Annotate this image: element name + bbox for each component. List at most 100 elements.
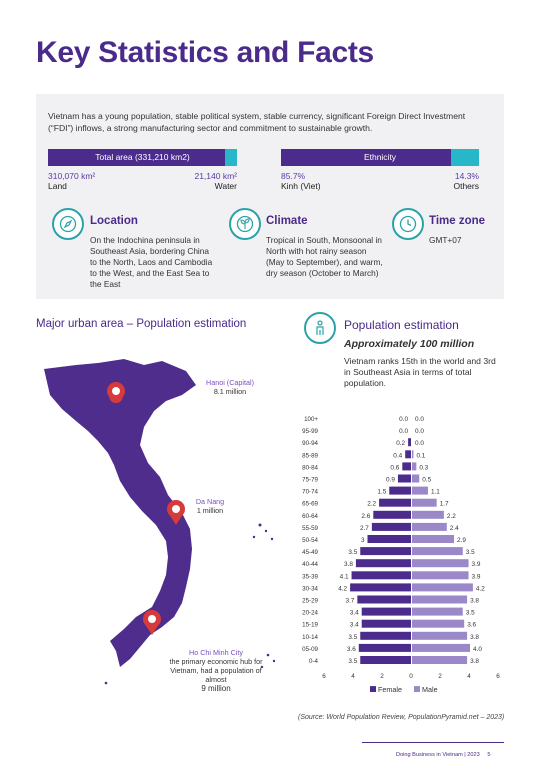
female-value-label: 0.4 bbox=[393, 452, 402, 459]
female-bar bbox=[355, 559, 411, 568]
male-value-label: 3.8 bbox=[470, 658, 479, 665]
male-bar bbox=[412, 522, 447, 531]
female-bar bbox=[360, 631, 411, 640]
age-label: 0-4 bbox=[309, 658, 319, 665]
male-bar bbox=[412, 619, 465, 628]
female-value-label: 3 bbox=[361, 537, 365, 544]
facts-panel: Vietnam has a young population, stable p… bbox=[36, 94, 504, 299]
female-bar bbox=[360, 656, 411, 664]
female-value-label: 4.1 bbox=[340, 573, 349, 580]
female-value-label: 3.7 bbox=[345, 598, 354, 605]
age-label: 70-74 bbox=[302, 489, 318, 496]
area-label: Total area (331,210 km2) bbox=[95, 152, 190, 162]
male-bar bbox=[412, 607, 463, 616]
legend-male-label: Male bbox=[422, 685, 438, 692]
x-tick-label: 6 bbox=[496, 673, 500, 680]
male-bar bbox=[412, 547, 463, 556]
age-label: 20-24 bbox=[302, 610, 318, 617]
female-bar bbox=[397, 474, 411, 483]
male-value-label: 0.0 bbox=[415, 428, 424, 435]
male-bar bbox=[412, 643, 470, 652]
map-shape bbox=[44, 359, 196, 667]
location-title: Location bbox=[90, 215, 138, 227]
x-tick-label: 4 bbox=[467, 673, 471, 680]
female-value-label: 3.4 bbox=[350, 622, 359, 629]
male-value-label: 4.0 bbox=[473, 646, 482, 653]
x-tick-label: 2 bbox=[438, 673, 442, 680]
water-segment bbox=[224, 149, 237, 166]
female-value-label: 2.2 bbox=[367, 501, 376, 508]
danang-pin-icon bbox=[167, 500, 185, 525]
age-label: 50-54 bbox=[302, 537, 318, 544]
male-bar bbox=[412, 631, 468, 640]
danang-label: Da Nang 1 million bbox=[180, 497, 240, 515]
female-bar bbox=[402, 462, 411, 471]
male-value-label: 2.2 bbox=[447, 513, 456, 520]
hcmc-pin-icon bbox=[143, 610, 161, 635]
male-bar bbox=[412, 474, 420, 483]
others-label: Others bbox=[453, 181, 479, 191]
female-bar bbox=[351, 571, 411, 580]
others-stat: 14.3% Others bbox=[408, 171, 479, 191]
intro-text: Vietnam has a young population, stable p… bbox=[48, 111, 466, 133]
male-value-label: 1.7 bbox=[440, 501, 449, 508]
age-label: 30-34 bbox=[302, 585, 318, 592]
female-bar bbox=[350, 583, 411, 592]
hanoi-pop: 8.1 million bbox=[213, 387, 247, 396]
male-value-label: 3.5 bbox=[466, 549, 475, 556]
female-value-label: 3.5 bbox=[348, 658, 357, 665]
female-value-label: 1.5 bbox=[377, 489, 386, 496]
male-value-label: 0.0 bbox=[415, 416, 424, 423]
female-bar bbox=[389, 486, 411, 495]
female-value-label: 3.4 bbox=[350, 610, 359, 617]
male-value-label: 3.8 bbox=[470, 634, 479, 641]
female-bar bbox=[408, 438, 411, 447]
age-label: 45-49 bbox=[302, 549, 318, 556]
source-note: (Source: World Population Review, Popula… bbox=[298, 714, 505, 721]
danang-pop: 1 million bbox=[196, 506, 224, 515]
hanoi-pin-icon bbox=[107, 382, 125, 403]
age-label: 75-79 bbox=[302, 477, 318, 484]
urban-heading: Major urban area – Population estimation bbox=[36, 318, 247, 330]
climate-text: Tropical in South, Monsoonal in North wi… bbox=[266, 235, 383, 278]
age-label: 55-59 bbox=[302, 525, 318, 532]
age-label: 15-19 bbox=[302, 622, 318, 629]
land-stat: 310,070 km² Land bbox=[48, 171, 95, 191]
legend-female-label: Female bbox=[378, 685, 402, 692]
female-value-label: 0.6 bbox=[390, 464, 399, 471]
age-label: 40-44 bbox=[302, 561, 318, 568]
male-bar bbox=[412, 595, 468, 604]
population-pyramid-chart: 100+ 0.0 0.0 95-99 0.0 0.0 90-94 0.2 0.0 85-89 0.4… bbox=[302, 416, 500, 692]
female-bar bbox=[371, 522, 411, 531]
male-bar bbox=[412, 583, 473, 592]
ethnicity-label: Ethnicity bbox=[363, 152, 397, 162]
footer-rule bbox=[362, 742, 504, 743]
male-bar bbox=[412, 462, 417, 471]
hcmc-name: Ho Chi Minh City bbox=[189, 648, 243, 657]
population-rank: Vietnam ranks 15th in the world and 3rd … bbox=[344, 356, 496, 388]
population-approx: Approximately 100 million bbox=[344, 338, 475, 350]
ethnicity-bar: Ethnicity bbox=[281, 149, 479, 166]
vietnam-map bbox=[44, 359, 276, 685]
population-heading: Population estimation bbox=[344, 318, 459, 332]
male-bar bbox=[412, 450, 414, 459]
hanoi-name: Hanoi (Capital) bbox=[206, 378, 254, 387]
x-tick-label: 6 bbox=[322, 673, 326, 680]
male-bar bbox=[412, 535, 455, 543]
female-value-label: 4.2 bbox=[338, 585, 347, 592]
male-value-label: 3.9 bbox=[472, 561, 481, 568]
land-value: 310,070 km² bbox=[48, 171, 96, 181]
age-label: 35-39 bbox=[302, 573, 318, 580]
water-value: 21,140 km² bbox=[194, 171, 237, 181]
male-bar bbox=[412, 559, 469, 568]
female-value-label: 3.5 bbox=[348, 634, 357, 641]
male-value-label: 3.8 bbox=[470, 598, 479, 605]
age-label: 90-94 bbox=[302, 440, 318, 447]
female-bar bbox=[379, 498, 411, 507]
climate-title: Climate bbox=[266, 215, 308, 227]
female-bar bbox=[405, 450, 411, 459]
kinh-stat: 85.7% Kinh (Viet) bbox=[281, 171, 321, 191]
hcmc-pop: 9 million bbox=[201, 684, 231, 693]
hcmc-label: Ho Chi Minh City the primary economic hu… bbox=[164, 648, 268, 693]
female-value-label: 3.6 bbox=[347, 646, 356, 653]
